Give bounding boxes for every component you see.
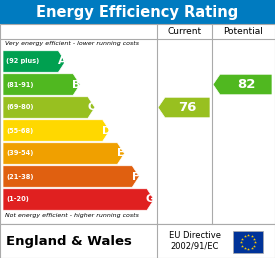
Text: (1-20): (1-20) (6, 197, 29, 203)
Text: B: B (73, 79, 81, 90)
Text: D: D (101, 125, 111, 135)
Text: (21-38): (21-38) (6, 173, 34, 180)
FancyBboxPatch shape (0, 0, 275, 24)
Polygon shape (3, 51, 65, 72)
Text: 76: 76 (178, 101, 197, 114)
Text: Energy Efficiency Rating: Energy Efficiency Rating (36, 4, 239, 20)
FancyBboxPatch shape (0, 224, 275, 258)
Text: (55-68): (55-68) (6, 127, 33, 133)
Polygon shape (158, 97, 210, 118)
Polygon shape (3, 120, 110, 141)
Text: Potential: Potential (224, 27, 263, 36)
Polygon shape (3, 189, 154, 210)
Text: EU Directive
2002/91/EC: EU Directive 2002/91/EC (169, 231, 221, 251)
Polygon shape (3, 143, 125, 164)
Polygon shape (213, 74, 272, 95)
Text: England & Wales: England & Wales (6, 235, 132, 247)
Text: F: F (132, 172, 139, 181)
Polygon shape (3, 97, 95, 118)
FancyBboxPatch shape (233, 231, 263, 253)
Text: C: C (87, 102, 95, 112)
Text: G: G (146, 195, 155, 205)
FancyBboxPatch shape (0, 24, 275, 224)
Text: Current: Current (167, 27, 202, 36)
Text: Very energy efficient - lower running costs: Very energy efficient - lower running co… (5, 42, 139, 46)
Text: (39-54): (39-54) (6, 150, 33, 157)
Text: (81-91): (81-91) (6, 82, 34, 87)
Text: E: E (117, 149, 125, 158)
Polygon shape (3, 74, 80, 95)
Polygon shape (3, 166, 139, 187)
Text: A: A (57, 57, 66, 67)
Text: (92 plus): (92 plus) (6, 59, 39, 64)
Text: 82: 82 (237, 78, 255, 91)
Text: Not energy efficient - higher running costs: Not energy efficient - higher running co… (5, 213, 139, 219)
Text: (69-80): (69-80) (6, 104, 34, 110)
